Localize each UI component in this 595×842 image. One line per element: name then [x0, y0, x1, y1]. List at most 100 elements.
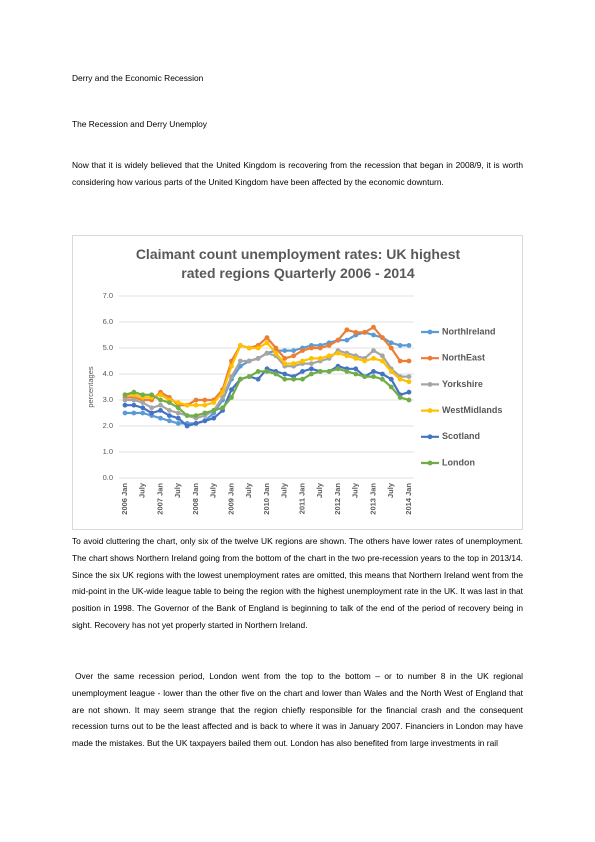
- legend-label: Scotland: [442, 431, 480, 441]
- data-point: [184, 413, 190, 418]
- data-point: [397, 376, 403, 382]
- y-tick-label: 4.0: [103, 369, 113, 378]
- data-point: [353, 356, 359, 361]
- data-point: [291, 353, 297, 359]
- y-tick-label: 2.0: [103, 421, 113, 430]
- data-point: [264, 340, 270, 346]
- data-point: [308, 345, 314, 351]
- legend-marker: [427, 460, 433, 466]
- y-tick-label: 6.0: [103, 317, 113, 326]
- data-point: [202, 418, 208, 424]
- data-point: [229, 395, 234, 400]
- data-point: [326, 353, 332, 359]
- x-tick-label: July: [138, 482, 147, 498]
- y-tick-label: 0.0: [103, 473, 113, 482]
- y-tick-label: 5.0: [103, 343, 113, 352]
- data-point: [300, 376, 305, 382]
- data-point: [202, 410, 208, 416]
- data-point: [211, 400, 217, 405]
- data-point: [229, 363, 234, 369]
- data-point: [237, 358, 243, 364]
- data-point: [362, 374, 368, 379]
- data-point: [406, 389, 412, 395]
- data-point: [397, 343, 403, 348]
- data-point: [255, 345, 261, 351]
- legend-label: WestMidlands: [442, 405, 502, 415]
- data-point: [379, 353, 385, 359]
- data-point: [326, 369, 332, 374]
- data-point: [175, 410, 181, 416]
- document-title: Derry and the Economic Recession: [72, 73, 204, 83]
- data-point: [371, 374, 376, 379]
- x-tick-label: 2010 Jan: [262, 483, 271, 515]
- paragraph: Now that it is widely believed that the …: [72, 160, 523, 187]
- legend-label: NorthIreland: [442, 326, 496, 336]
- x-tick-label: July: [244, 482, 253, 498]
- x-tick-label: July: [209, 482, 218, 498]
- data-point: [131, 389, 137, 395]
- data-point: [344, 337, 350, 343]
- x-tick-label: 2006 Jan: [120, 483, 129, 515]
- chart: percentages 0.0 1.0 2.0 3.0 4.0 5.0 6.0 7.0 2006…: [86, 291, 502, 515]
- data-point: [229, 374, 234, 379]
- data-point: [308, 361, 314, 366]
- data-point: [193, 402, 199, 408]
- x-tick-label: 2011 Jan: [297, 483, 306, 515]
- data-point: [193, 397, 199, 403]
- legend-label: Yorkshire: [442, 379, 483, 389]
- data-point: [291, 361, 297, 366]
- data-point: [246, 374, 252, 379]
- data-point: [388, 340, 394, 346]
- data-point: [388, 345, 394, 351]
- x-tick-label: 2007 Jan: [155, 483, 164, 515]
- y-tick-label: 3.0: [103, 395, 113, 404]
- data-point: [211, 408, 217, 413]
- data-point: [282, 371, 288, 377]
- data-point: [282, 356, 288, 361]
- data-point: [193, 413, 199, 418]
- data-point: [237, 343, 243, 348]
- data-point: [140, 392, 146, 398]
- data-point: [140, 400, 146, 405]
- legend-label: London: [442, 457, 475, 467]
- data-point: [406, 358, 412, 364]
- data-point: [237, 376, 243, 382]
- data-point: [166, 408, 172, 413]
- data-point: [273, 350, 279, 356]
- data-point: [308, 366, 314, 372]
- data-point: [300, 348, 305, 353]
- data-point: [371, 369, 376, 374]
- data-point: [397, 395, 403, 400]
- data-point: [264, 369, 270, 374]
- y-axis-label: percentages: [86, 366, 95, 408]
- data-point: [211, 415, 217, 421]
- data-point: [335, 366, 341, 372]
- data-point: [255, 356, 261, 361]
- legend-marker: [427, 329, 433, 335]
- data-point: [158, 397, 163, 403]
- x-tick-label: 2009 Jan: [226, 483, 235, 515]
- data-point: [371, 348, 376, 353]
- legend-marker: [427, 355, 433, 361]
- data-point: [202, 397, 208, 403]
- data-point: [255, 376, 261, 382]
- data-point: [344, 353, 350, 359]
- data-point: [273, 345, 279, 351]
- data-point: [379, 371, 385, 377]
- data-point: [362, 358, 368, 364]
- legend-label: NorthEast: [442, 353, 485, 363]
- data-point: [166, 418, 172, 424]
- data-point: [371, 332, 376, 338]
- data-point: [282, 361, 288, 366]
- data-point: [406, 397, 412, 403]
- data-point: [362, 330, 368, 335]
- document-subtitle: The Recession and Derry Unemploy: [72, 119, 207, 129]
- data-point: [184, 423, 190, 429]
- data-point: [282, 348, 288, 353]
- data-point: [353, 330, 359, 335]
- legend-marker: [427, 434, 433, 440]
- data-point: [175, 400, 181, 405]
- data-point: [317, 356, 323, 361]
- data-point: [220, 395, 226, 400]
